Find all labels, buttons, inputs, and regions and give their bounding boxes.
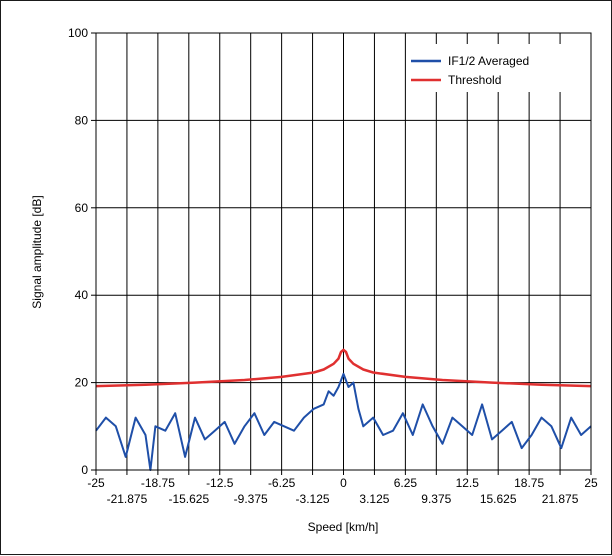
x-tick-label: -18.75 <box>141 476 175 490</box>
x-tick-label: 21.875 <box>542 492 579 506</box>
x-tick-label: -12.5 <box>206 476 234 490</box>
legend-box <box>406 44 566 92</box>
x-tick-label: 15.625 <box>480 492 517 506</box>
series-line-if1-2-averaged <box>95 372 592 471</box>
y-tick-label: 60 <box>75 201 89 215</box>
y-tick-label: 100 <box>68 26 88 40</box>
x-tick-label: -6.25 <box>268 476 296 490</box>
x-axis-title: Speed [km/h] <box>308 520 379 534</box>
y-tick-label: 80 <box>75 113 89 127</box>
x-tick-label: 3.125 <box>359 492 389 506</box>
x-tick-label: -3.125 <box>296 492 330 506</box>
x-tick-label: 6.25 <box>394 476 418 490</box>
x-tick-label: -25 <box>87 476 105 490</box>
series-lines <box>95 348 592 471</box>
y-tick-label: 40 <box>75 288 89 302</box>
x-tick-label: 0 <box>340 476 347 490</box>
legend-label-if12: IF1/2 Averaged <box>448 54 529 68</box>
x-tick-label: -9.375 <box>234 492 268 506</box>
x-tick-label: 12.5 <box>456 476 480 490</box>
x-tick-label: 9.375 <box>421 492 451 506</box>
x-tick-label: 25 <box>584 476 598 490</box>
y-tick-label: 0 <box>81 463 88 477</box>
series-line-threshold <box>95 348 592 388</box>
x-tick-labels: -25 -18.75 -12.5 -6.25 0 6.25 12.5 18.75 25 -21.8… <box>87 476 598 506</box>
plot-border <box>95 32 592 471</box>
legend-label-threshold: Threshold <box>448 73 501 87</box>
y-tick-label: 20 <box>75 376 89 390</box>
x-tick-label: -21.875 <box>107 492 148 506</box>
y-axis-title: Signal amplitude [dB] <box>30 195 44 308</box>
x-tick-label: 18.75 <box>514 476 544 490</box>
x-tick-label: -15.625 <box>168 492 209 506</box>
y-tick-labels: 0 20 40 60 80 100 <box>68 26 88 477</box>
legend: IF1/2 Averaged Threshold <box>406 44 566 92</box>
